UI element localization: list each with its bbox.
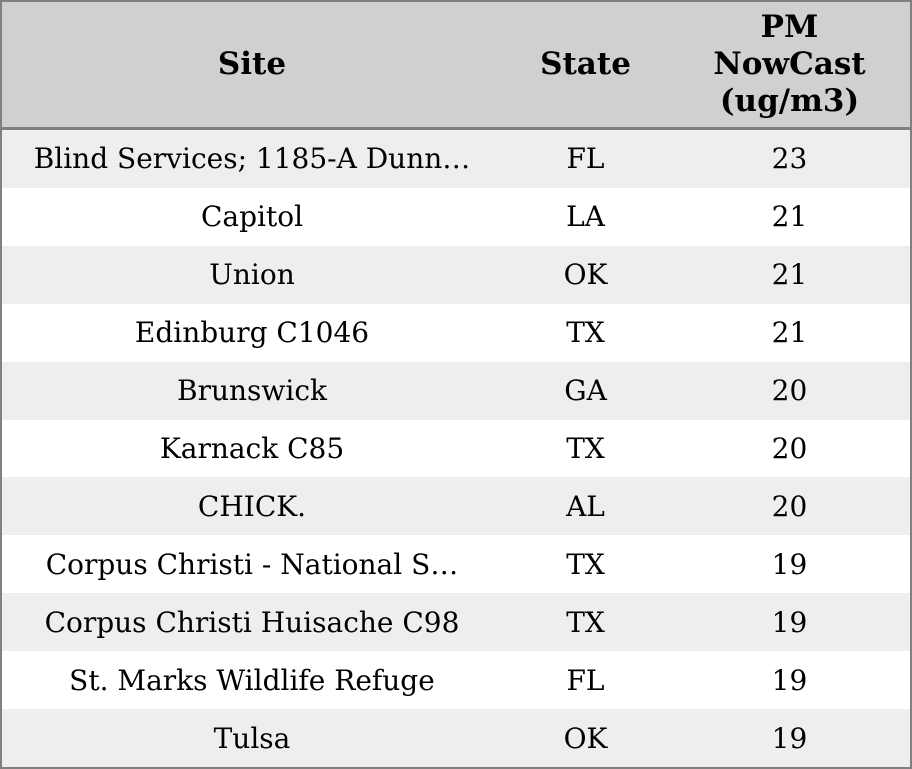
- column-header-pm-nowcast[interactable]: PM NowCast (ug/m3): [713, 9, 866, 119]
- table-header-row: Site State PM NowCast (ug/m3): [2, 2, 910, 130]
- table-row[interactable]: CHICK. AL 20: [2, 477, 910, 536]
- cell-pm-nowcast: 19: [771, 547, 808, 581]
- cell-site: Capitol: [200, 200, 304, 234]
- cell-pm-nowcast: 20: [771, 489, 808, 523]
- cell-state: TX: [566, 547, 605, 581]
- column-header-site[interactable]: Site: [217, 46, 287, 82]
- cell-state: LA: [566, 200, 605, 234]
- table-row[interactable]: Capitol LA 21: [2, 187, 910, 246]
- column-header-state[interactable]: State: [540, 46, 631, 82]
- cell-state: FL: [566, 142, 605, 176]
- cell-state: AL: [566, 489, 605, 523]
- cell-pm-nowcast: 21: [771, 200, 808, 234]
- cell-site: Blind Services; 1185-A Dunn…: [33, 142, 471, 176]
- cell-site: CHICK.: [197, 489, 307, 523]
- cell-site: Edinburg C1046: [134, 316, 370, 350]
- cell-pm-nowcast: 21: [771, 316, 808, 350]
- cell-pm-nowcast: 19: [771, 605, 808, 639]
- cell-site: Corpus Christi - National S…: [45, 547, 459, 581]
- cell-state: OK: [563, 721, 608, 755]
- cell-state: TX: [566, 316, 605, 350]
- cell-site: Brunswick: [177, 374, 327, 408]
- cell-site: St. Marks Wildlife Refuge: [69, 663, 435, 697]
- cell-pm-nowcast: 20: [771, 431, 808, 465]
- cell-site: Tulsa: [213, 721, 291, 755]
- table-row[interactable]: Corpus Christi - National S… TX 19: [2, 535, 910, 594]
- cell-pm-nowcast: 23: [771, 142, 808, 176]
- cell-pm-nowcast: 19: [771, 663, 808, 697]
- cell-state: OK: [563, 258, 608, 292]
- table-body: Blind Services; 1185-A Dunn… FL 23 Capitol L…: [2, 130, 910, 767]
- table-row[interactable]: Karnack C85 TX 20: [2, 419, 910, 478]
- table-row[interactable]: Edinburg C1046 TX 21: [2, 303, 910, 362]
- cell-pm-nowcast: 19: [771, 721, 808, 755]
- table-row[interactable]: Corpus Christi Huisache C98 TX 19: [2, 593, 910, 652]
- cell-state: TX: [566, 605, 605, 639]
- cell-site: Corpus Christi Huisache C98: [44, 605, 460, 639]
- table-row[interactable]: Union OK 21: [2, 245, 910, 304]
- table-row[interactable]: Brunswick GA 20: [2, 361, 910, 420]
- cell-state: FL: [566, 663, 605, 697]
- cell-pm-nowcast: 21: [771, 258, 808, 292]
- table-row[interactable]: St. Marks Wildlife Refuge FL 19: [2, 651, 910, 710]
- table-row[interactable]: Blind Services; 1185-A Dunn… FL 23: [2, 130, 910, 188]
- cell-site: Union: [209, 258, 295, 292]
- cell-state: TX: [566, 431, 605, 465]
- cell-site: Karnack C85: [159, 431, 345, 465]
- table-row[interactable]: Tulsa OK 19: [2, 709, 910, 767]
- cell-state: GA: [564, 374, 607, 408]
- cell-pm-nowcast: 20: [771, 374, 808, 408]
